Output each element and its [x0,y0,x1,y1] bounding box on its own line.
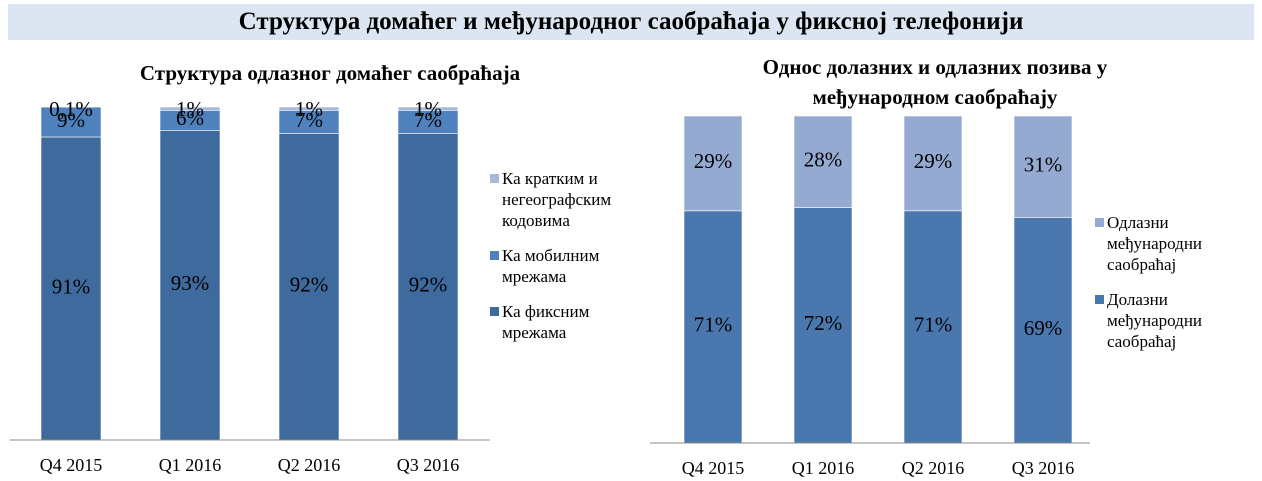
legend-swatch [490,174,499,183]
data-label: 71% [914,313,953,337]
x-tick-label: Q4 2015 [40,455,103,475]
bar-segment [793,207,853,444]
data-label: 91% [52,274,91,298]
x-tick-label: Q1 2016 [159,455,222,475]
legend-swatch [490,307,499,316]
x-tick-label: Q2 2016 [278,455,341,475]
data-label: 92% [290,273,329,297]
chart-title: Структура одлазног домаћег саобраћаја [139,61,521,85]
data-label: 92% [409,273,448,297]
legend-swatch [1095,218,1104,227]
bar-segment [683,115,743,212]
legend-label: Ка кратким и негеографским кодовима [502,169,612,230]
legend-swatch [490,251,499,260]
bar-segment [40,136,102,441]
bar-segment [903,210,963,444]
data-label: 9% [57,108,85,132]
legend-swatch [1095,295,1104,304]
x-tick-label: Q2 2016 [902,458,965,478]
x-tick-label: Q3 2016 [397,455,460,475]
bar-segment [1013,115,1073,218]
x-tick-label: Q3 2016 [1012,458,1075,478]
page-title: Структура домаћег и међународног саобраћ… [8,4,1254,40]
data-label: 28% [804,148,843,172]
bar-segment [159,106,221,111]
data-label: 29% [694,149,733,173]
bar-segment [159,130,221,441]
bar-segment [397,106,459,111]
data-label: 7% [414,108,442,132]
data-label: 1% [295,97,323,121]
data-label: 1% [414,97,442,121]
legend-label: Долазни међународни саобраћај [1107,290,1203,351]
data-label: 71% [694,313,733,337]
data-label: 1% [176,97,204,121]
data-label: 69% [1024,316,1063,340]
legend-label: Ка мобилним мрежама [502,246,600,286]
data-label: 29% [914,149,953,173]
chart-title: Однос долазних и одлазних позива у међун… [762,55,1108,109]
legend-item: Долазни међународни саобраћај [1095,289,1235,352]
legend: Ка кратким и негеографским кодовима Ка мо… [490,168,618,357]
data-label: 0,1% [49,97,93,121]
bar-segment [397,133,459,441]
bar-segment [903,115,963,212]
x-tick-label: Q1 2016 [792,458,855,478]
bar-segment [1013,217,1073,444]
bar-segment [40,106,102,138]
legend-item: Ка кратким и негеографским кодовима [490,168,618,231]
data-label: 31% [1024,152,1063,176]
legend-item: Ка фиксним мрежама [490,301,618,343]
bar-segment [278,106,340,111]
x-tick-label: Q4 2015 [682,458,745,478]
legend-item: Ка мобилним мрежама [490,245,618,287]
data-label: 7% [295,108,323,132]
data-label: 93% [171,271,210,295]
legend-item: Одлазни међународни саобраћај [1095,212,1235,275]
legend-label: Ка фиксним мрежама [502,302,590,342]
legend: Одлазни међународни саобраћај Долазни међ… [1095,212,1235,366]
bar-segment [278,133,340,441]
bar-segment [683,210,743,444]
bar-segment [793,115,853,208]
legend-label: Одлазни међународни саобраћај [1107,213,1203,274]
data-label: 72% [804,311,843,335]
